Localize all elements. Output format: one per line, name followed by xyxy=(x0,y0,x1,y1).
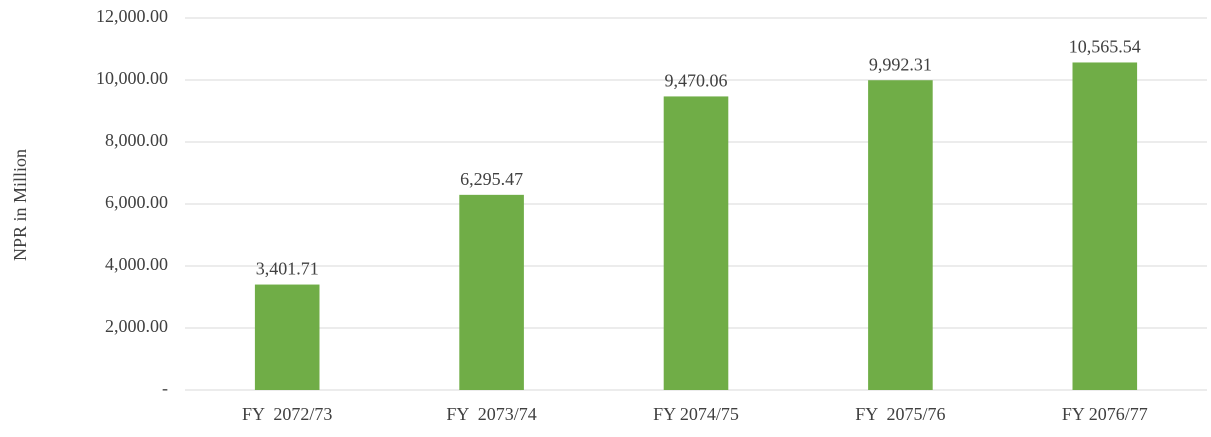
y-tick-label: 10,000.00 xyxy=(96,68,168,88)
x-tick-label: FY 2074/75 xyxy=(653,404,739,424)
y-axis-label: NPR in Million xyxy=(10,149,30,261)
y-tick-label: 12,000.00 xyxy=(96,6,168,26)
x-tick-label: FY 2072/73 xyxy=(242,404,332,424)
y-tick-label: 6,000.00 xyxy=(105,192,168,212)
bar xyxy=(254,284,320,390)
bar xyxy=(1072,62,1138,390)
y-tick-label: 2,000.00 xyxy=(105,316,168,336)
bar xyxy=(663,96,729,391)
data-label: 6,295.47 xyxy=(460,169,523,189)
bar xyxy=(868,80,933,390)
data-label: 3,401.71 xyxy=(256,259,319,279)
y-tick-label: - xyxy=(162,378,168,398)
y-tick-label: 4,000.00 xyxy=(105,254,168,274)
data-label: 10,565.54 xyxy=(1069,37,1141,57)
bar xyxy=(459,194,524,390)
x-tick-label: FY 2075/76 xyxy=(855,404,945,424)
x-tick-label: FY 2076/77 xyxy=(1062,404,1148,424)
x-tick-label: FY 2073/74 xyxy=(446,404,536,424)
data-label: 9,992.31 xyxy=(869,54,932,74)
y-tick-label: 8,000.00 xyxy=(105,130,168,150)
data-label: 9,470.06 xyxy=(665,71,728,91)
